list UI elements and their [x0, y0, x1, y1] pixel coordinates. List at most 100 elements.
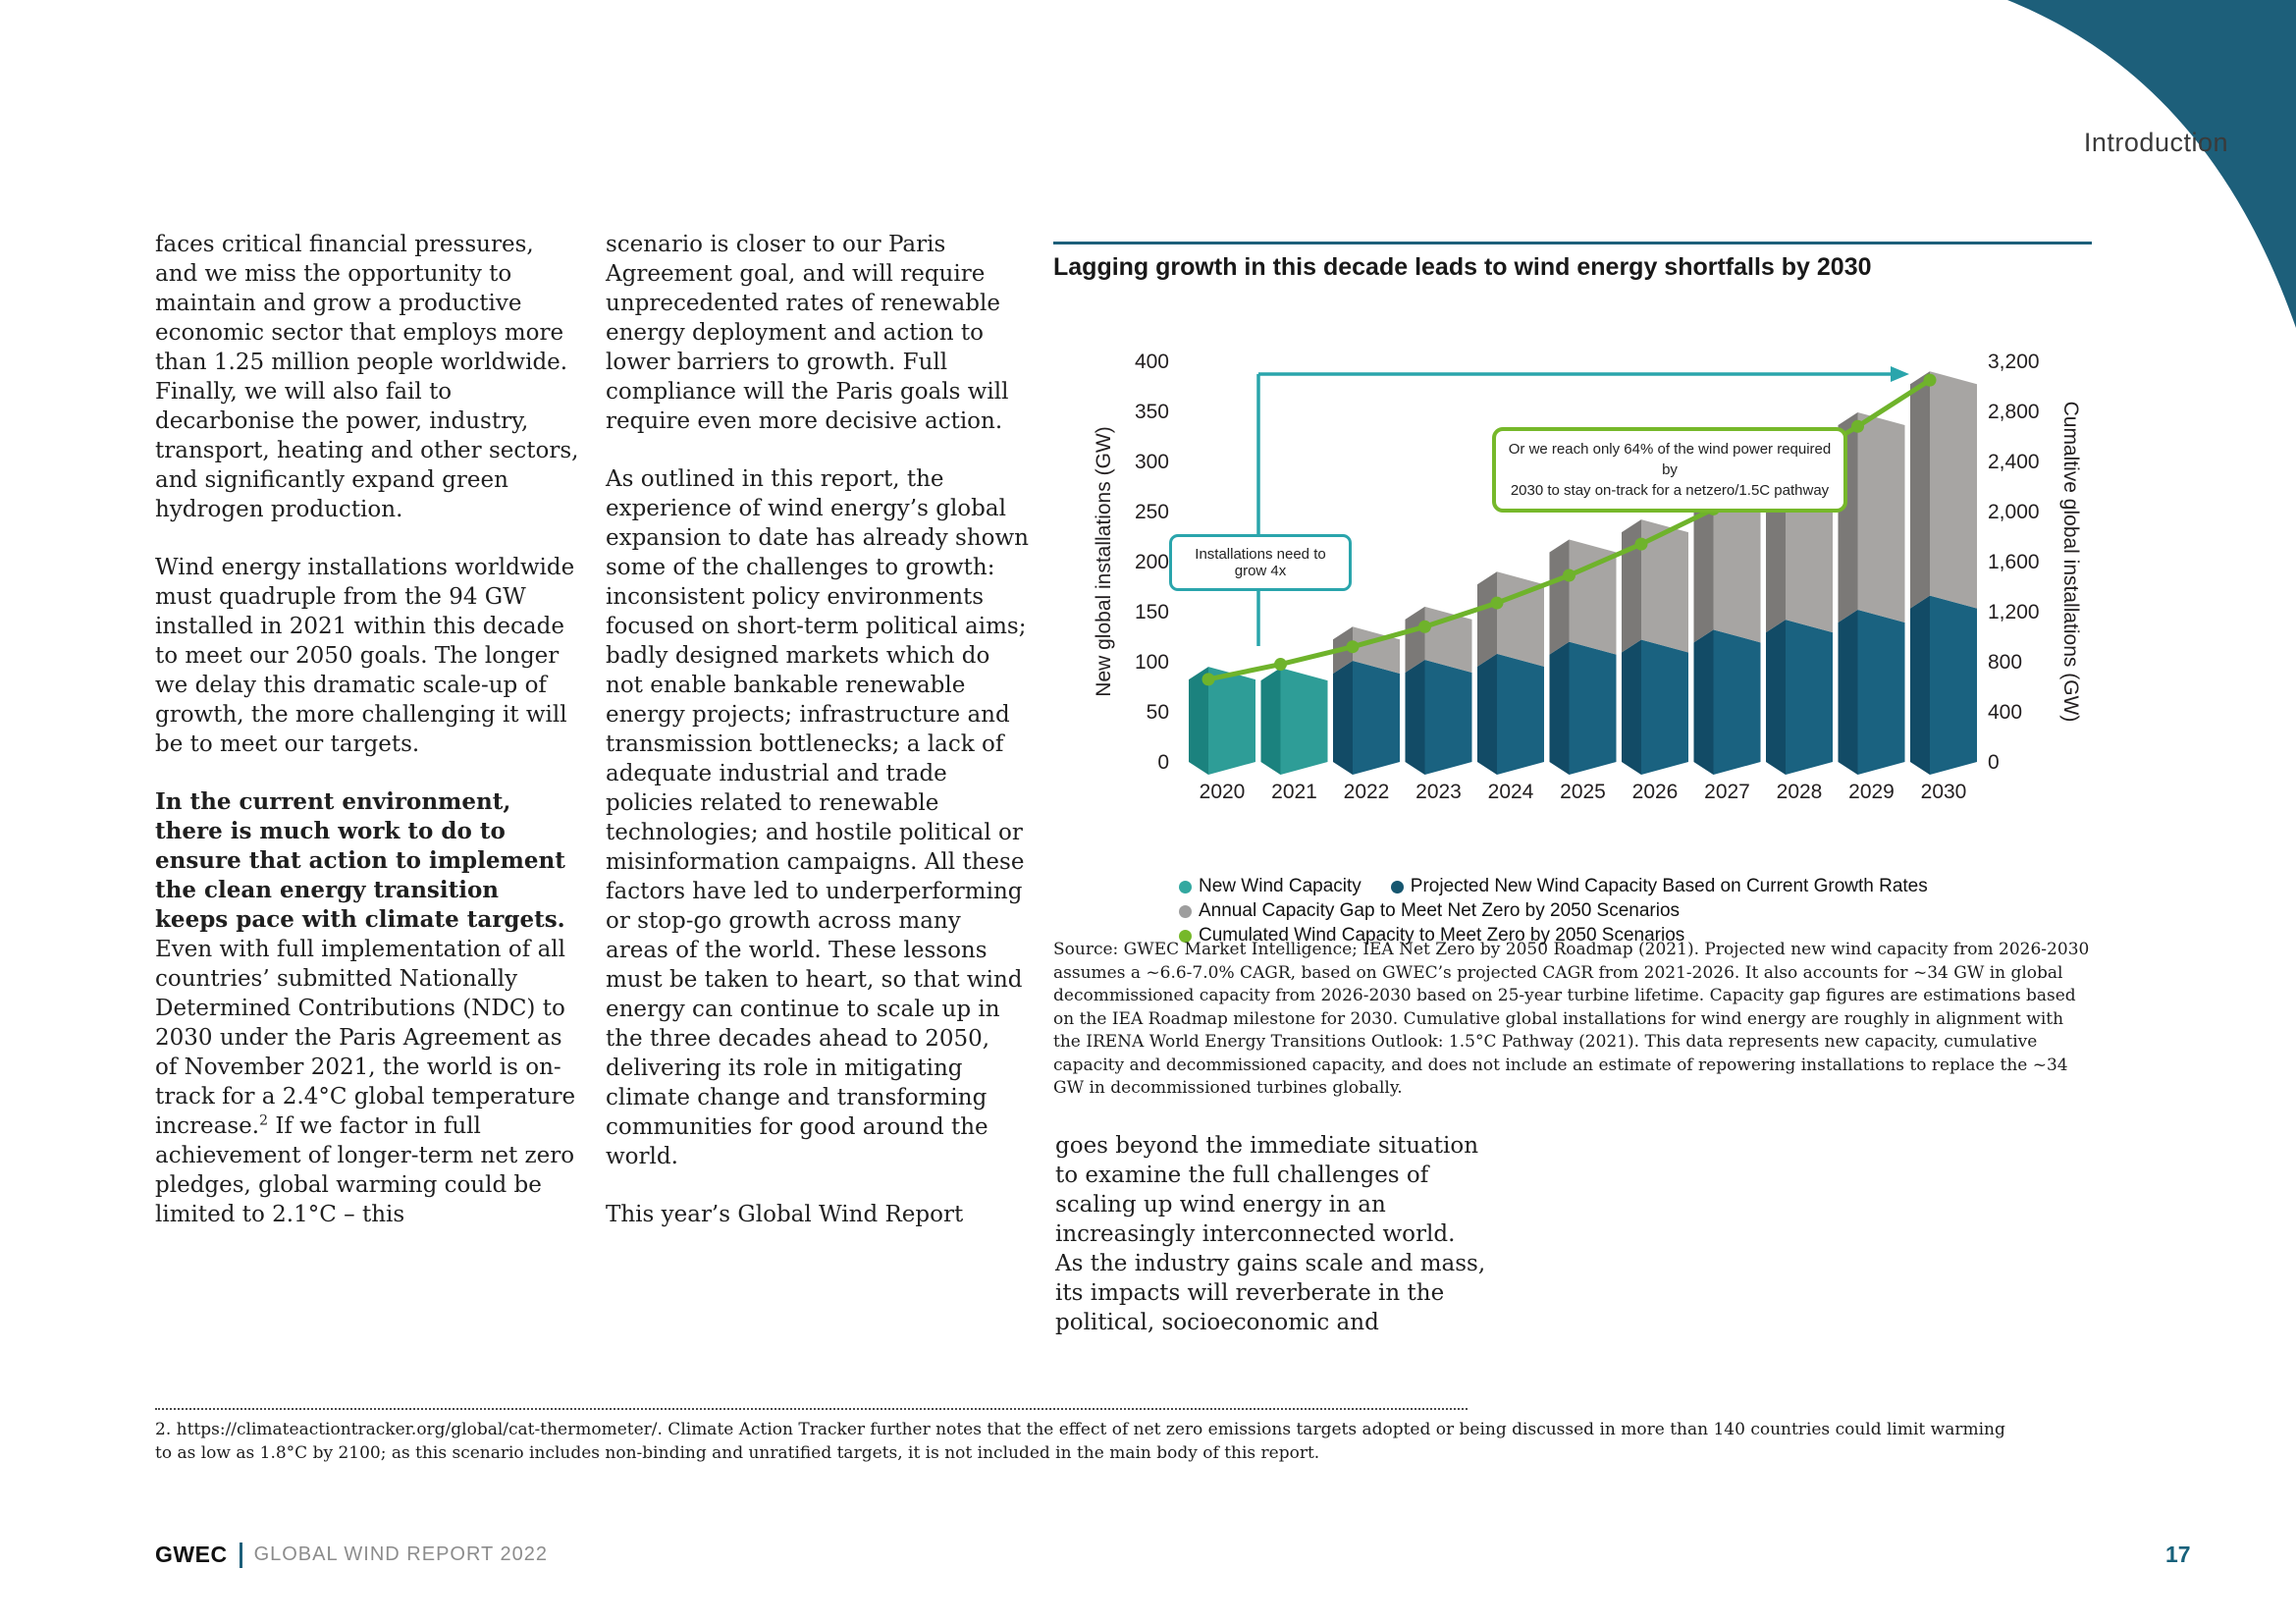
paragraph: scenario is closer to our Paris Agreemen…	[606, 232, 1009, 434]
x-axis-year-label: 2021	[1271, 781, 1317, 803]
bar-2020-new-side	[1208, 667, 1255, 775]
x-axis-year-label: 2024	[1488, 781, 1534, 803]
bar-2023-projected-side	[1424, 659, 1472, 775]
paragraph-text: If we factor in full achievement of long…	[155, 1113, 575, 1227]
left-axis-label: New global installations (GW)	[1093, 426, 1115, 696]
bar-2030-gap-side	[1930, 371, 1977, 609]
legend-label: Projected New Wind Capacity Based on Cur…	[1410, 876, 1928, 896]
cumulative-point-2029	[1851, 419, 1864, 433]
x-axis-year-label: 2026	[1632, 781, 1679, 803]
bar-2026-projected-side	[1641, 639, 1688, 775]
legend-dot-icon	[1390, 880, 1404, 893]
legend-row: Annual Capacity Gap to Meet Net Zero by …	[1179, 900, 2121, 922]
body-column-1: faces critical financial pressures, and …	[155, 230, 579, 1258]
right-axis-label: Cumaltive global installations (GW)	[2059, 402, 2082, 723]
cumulative-point-2021	[1274, 658, 1287, 672]
cumulative-point-2030	[1923, 373, 1937, 387]
legend-label: New Wind Capacity	[1199, 876, 1362, 896]
bar-2029-projected-front	[1838, 609, 1858, 775]
left-axis-tick: 150	[1135, 601, 1169, 623]
bar-2024-gap-side	[1497, 571, 1544, 667]
capacity-gap-chart: 0 50 100 150 200 250 300 350 400 0 400 800 1,200 1,60…	[1093, 351, 2082, 803]
cumulative-point-2024	[1490, 596, 1504, 610]
x-axis-year-label: 2030	[1921, 781, 1967, 803]
annotation-line: 2030 to stay on-track for a netzero/1.5C…	[1510, 482, 1830, 499]
right-axis-tick: 3,200	[1988, 351, 2040, 373]
cumulative-point-2022	[1346, 640, 1360, 654]
bar-2028-projected-front	[1766, 620, 1786, 775]
chart-legend: New Wind Capacity Projected New Wind Capa…	[1179, 876, 2121, 949]
right-axis-tick: 400	[1988, 701, 2022, 724]
bar-2025-gap-front	[1549, 539, 1570, 655]
chart-top-rule	[1053, 242, 2092, 244]
section-label: Introduction	[2083, 128, 2228, 157]
footnote-separator	[155, 1408, 1468, 1410]
bar-2027-gap-side	[1713, 480, 1761, 643]
footer-divider-bar	[239, 1542, 242, 1568]
bar-2030-projected-front	[1910, 595, 1930, 775]
bar-2028-projected-side	[1786, 620, 1833, 775]
paragraph: As outlined in this report, the experien…	[606, 466, 1029, 1169]
paragraph: faces critical financial pressures, and …	[155, 232, 579, 522]
bar-2026-projected-front	[1622, 639, 1641, 775]
bar-2029-projected-side	[1857, 609, 1905, 775]
legend-dot-icon	[1179, 904, 1192, 918]
legend-dot-icon	[1179, 929, 1192, 943]
right-axis-tick: 1,600	[1988, 551, 2040, 573]
x-axis-year-label: 2027	[1704, 781, 1750, 803]
capacity-gap-chart-panel: Lagging growth in this decade leads to w…	[1053, 242, 2092, 1135]
bar-2026-gap-side	[1641, 519, 1688, 653]
bar-2029-gap-side	[1857, 412, 1905, 623]
left-axis-tick: 200	[1135, 551, 1169, 573]
legend-dot-icon	[1179, 880, 1192, 893]
bar-2027-projected-side	[1713, 629, 1761, 775]
legend-label: Cumulated Wind Capacity to Meet Zero by …	[1199, 925, 1685, 946]
bar-2024-gap-front	[1477, 571, 1497, 667]
cumulative-point-2023	[1418, 620, 1431, 633]
x-axis-year-label: 2022	[1344, 781, 1390, 803]
body-column-3: goes beyond the immediate situation to e…	[1055, 1131, 1487, 1366]
cumulative-point-2025	[1563, 568, 1575, 582]
legend-item: Projected New Wind Capacity Based on Cur…	[1390, 876, 1928, 897]
paragraph: goes beyond the immediate situation to e…	[1055, 1133, 1486, 1335]
legend-item: Annual Capacity Gap to Meet Net Zero by …	[1179, 900, 1680, 922]
paragraph: In the current environment, there is muc…	[155, 787, 579, 1229]
legend-row: Cumulated Wind Capacity to Meet Zero by …	[1179, 925, 2121, 947]
footer-brand: GWEC	[155, 1542, 228, 1567]
legend-item: New Wind Capacity	[1179, 876, 1362, 897]
right-axis-tick: 1,200	[1988, 601, 2040, 623]
corner-swoosh-decoration	[2007, 0, 2296, 328]
left-axis-tick: 100	[1135, 651, 1169, 674]
footer-report-title: GLOBAL WIND REPORT 2022	[253, 1543, 548, 1565]
bar-2025-projected-side	[1569, 641, 1617, 775]
bar-2020-new-front	[1189, 667, 1208, 775]
annotation-grow-4x: Installations need to grow 4x	[1169, 534, 1352, 591]
bar-2027-projected-front	[1693, 629, 1714, 775]
bar-2021-new-front	[1260, 668, 1281, 775]
bar-2023-projected-front	[1405, 659, 1425, 775]
right-axis-tick: 2,400	[1988, 451, 2040, 473]
left-axis-tick: 350	[1135, 401, 1169, 423]
cumulative-point-2020	[1201, 673, 1215, 686]
x-axis-year-label: 2029	[1848, 781, 1895, 803]
bar-2024-projected-front	[1477, 653, 1497, 775]
paragraph-text: Even with full implementation of all cou…	[155, 937, 576, 1139]
bar-2025-projected-front	[1549, 641, 1570, 775]
bar-2030-gap-front	[1910, 371, 1930, 609]
body-column-2: scenario is closer to our Paris Agreemen…	[606, 230, 1030, 1258]
x-axis-year-label: 2025	[1560, 781, 1606, 803]
left-axis-tick: 250	[1135, 501, 1169, 523]
bar-2021-new-side	[1280, 668, 1328, 775]
left-axis-tick: 300	[1135, 451, 1169, 473]
annotation-reach-64-percent: Or we reach only 64% of the wind power r…	[1492, 427, 1847, 513]
x-axis-year-label: 2020	[1200, 781, 1246, 803]
left-axis-tick: 400	[1135, 351, 1169, 373]
legend-row: New Wind Capacity Projected New Wind Capa…	[1179, 876, 2121, 897]
bar-2024-projected-side	[1497, 653, 1544, 775]
legend-item: Cumulated Wind Capacity to Meet Zero by …	[1179, 925, 1684, 947]
chart-source-note: Source: GWEC Market Intelligence; IEA Ne…	[1053, 940, 2090, 1098]
chart-title: Lagging growth in this decade leads to w…	[1053, 253, 1872, 281]
right-axis-tick: 0	[1988, 751, 2000, 774]
x-axis-year-label: 2028	[1777, 781, 1823, 803]
